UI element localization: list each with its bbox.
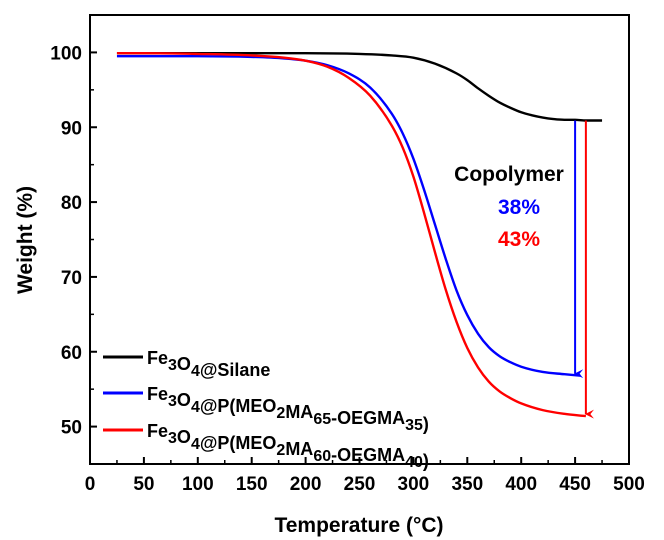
- tick-layer: 0 50 100 150 200 250 300 350 400 450 500 50 60 70 80 90…: [50, 43, 645, 495]
- x-tick-label: 500: [613, 474, 645, 495]
- x-tick-label: 300: [398, 474, 430, 495]
- x-tick-label: 50: [133, 474, 154, 495]
- annotation-value-38: 38%: [498, 196, 540, 219]
- legend: Fe3O4@Silane Fe3O4@P(MEO2MA65-OEGMA35)Fe3…: [103, 348, 429, 471]
- x-tick-label: 250: [344, 474, 376, 495]
- annotation-title: Copolymer: [454, 163, 564, 186]
- legend-label-silane: Fe3O4@Silane: [147, 348, 270, 380]
- x-axis-label: Temperature (°C): [274, 514, 443, 537]
- series-line-p40: [116, 51, 587, 418]
- annotation-layer: [574, 120, 594, 419]
- x-tick-label: 400: [505, 474, 537, 495]
- y-tick-label: 80: [61, 193, 82, 214]
- x-tick-label: 150: [236, 474, 268, 495]
- x-tick-label: 450: [559, 474, 591, 495]
- x-tick-label: 350: [451, 474, 483, 495]
- y-tick-label: 90: [61, 118, 82, 139]
- x-tick-label: 0: [85, 474, 96, 495]
- legend-label-p35: Fe3O4@P(MEO2MA65-OEGMA35): [147, 384, 429, 434]
- x-tick-label: 200: [290, 474, 322, 495]
- series-line-silane: [116, 51, 603, 122]
- y-tick-label: 100: [50, 43, 82, 64]
- y-axis-label: Weight (%): [14, 186, 37, 294]
- y-tick-label: 50: [61, 418, 82, 439]
- series-layer: [116, 51, 603, 418]
- y-tick-label: 60: [61, 343, 82, 364]
- x-tick-label: 100: [182, 474, 214, 495]
- annotation-value-43: 43%: [498, 228, 540, 251]
- legend-label-p40: Fe3O4@P(MEO2MA60-OEGMA40): [147, 421, 429, 471]
- y-tick-label: 70: [61, 268, 82, 289]
